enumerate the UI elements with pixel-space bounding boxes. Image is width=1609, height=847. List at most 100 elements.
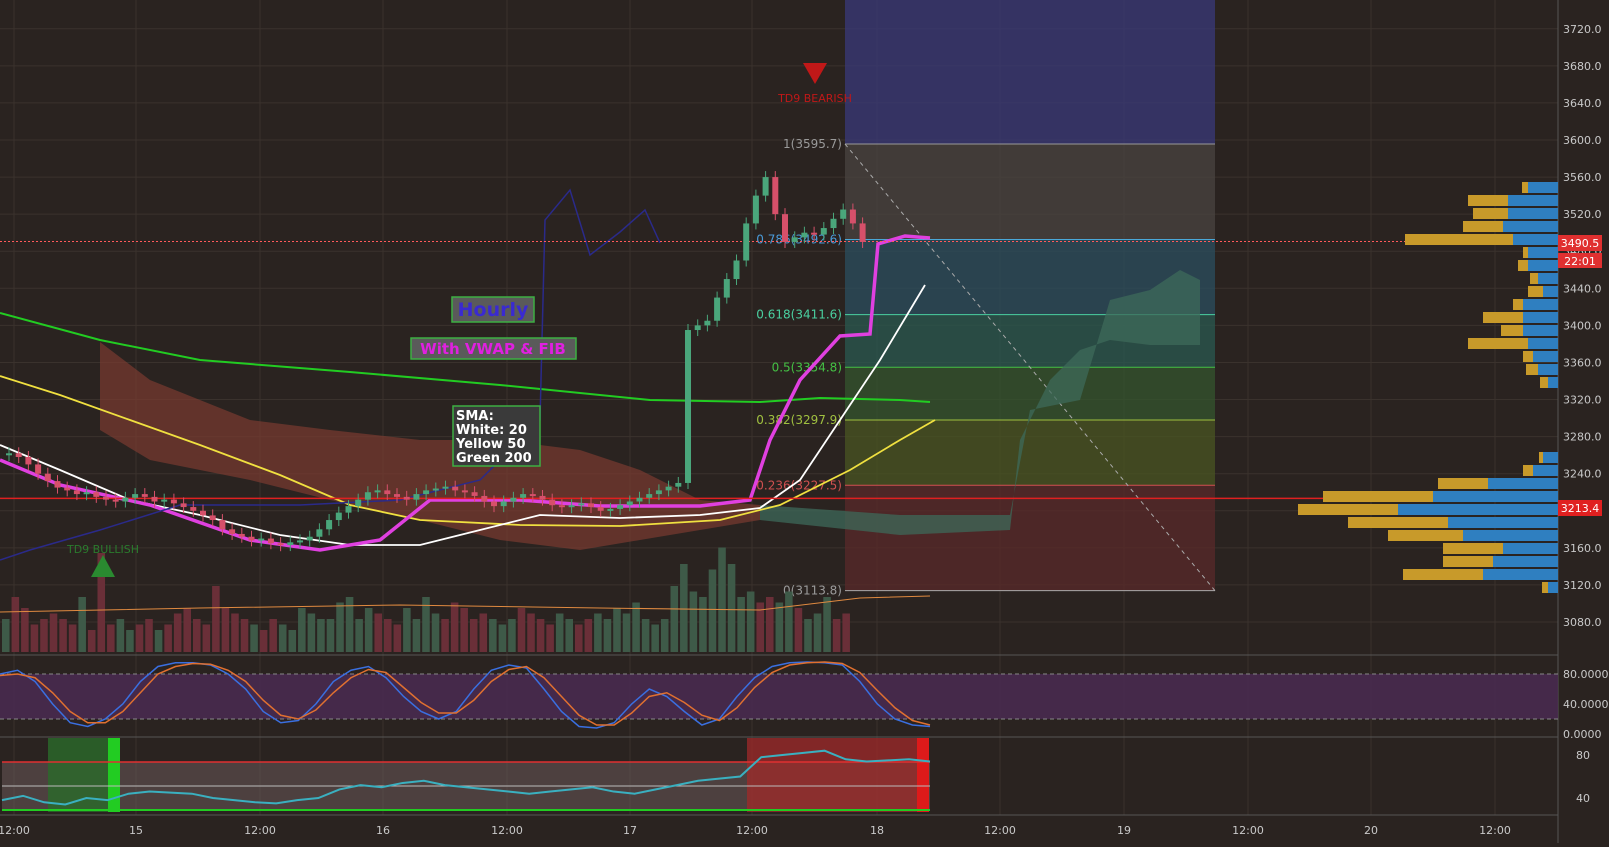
candle-body bbox=[64, 487, 71, 491]
volume-bar bbox=[670, 586, 679, 652]
candle-body bbox=[762, 177, 769, 196]
rsi-line bbox=[1, 749, 931, 806]
vp-bar-gold bbox=[1540, 377, 1548, 388]
volume-bar bbox=[221, 608, 230, 652]
candle-body bbox=[510, 497, 517, 502]
vp-bar-gold bbox=[1388, 530, 1463, 541]
sma-200-line bbox=[0, 312, 931, 404]
time-tick-label: 12:00 bbox=[491, 824, 523, 837]
candle-body bbox=[626, 501, 633, 506]
fib-level-label: 0.236(3227.5) bbox=[756, 478, 842, 492]
vp-bar-gold bbox=[1522, 182, 1528, 193]
candle-body bbox=[44, 473, 51, 482]
volume-bar bbox=[154, 630, 163, 652]
volume-bar bbox=[126, 630, 134, 652]
stoch-tick-label: 0.0000 bbox=[1563, 728, 1602, 741]
candle-body bbox=[791, 237, 798, 242]
candle-body bbox=[529, 494, 536, 497]
vp-bar-gold bbox=[1523, 351, 1533, 362]
candle-body bbox=[219, 520, 226, 530]
fib-retracement[interactable]: 1(3595.7) 0.786(3492.6) 0.618(3411.6) 0.5(3… bbox=[756, 0, 1216, 598]
price-axis[interactable]: 3080.03120.03160.03200.03240.03280.03320… bbox=[1563, 23, 1602, 629]
fib-band bbox=[845, 485, 1215, 591]
candle-body bbox=[335, 512, 342, 521]
fib-level-label: 0(3113.8) bbox=[783, 584, 842, 598]
hourly-label: Hourly bbox=[458, 299, 529, 321]
candle-body bbox=[297, 540, 303, 543]
rsi-panel: 80 40 bbox=[0, 736, 1590, 812]
volume-bar bbox=[173, 613, 182, 652]
candle-body bbox=[500, 501, 507, 507]
volume-bar bbox=[584, 619, 593, 652]
stoch-d-line bbox=[0, 661, 931, 726]
candle-body bbox=[35, 464, 42, 474]
candle-body bbox=[403, 496, 410, 500]
volume-bar bbox=[651, 624, 659, 652]
candle-body bbox=[704, 320, 711, 326]
time-tick-label: 18 bbox=[870, 824, 884, 837]
volume-bar bbox=[202, 624, 211, 652]
volume-ma-line bbox=[0, 595, 931, 613]
candle-body bbox=[258, 538, 265, 541]
volume-bar bbox=[269, 619, 277, 652]
vp-bar-blue bbox=[1448, 517, 1558, 528]
vp-bar-blue bbox=[1523, 312, 1558, 323]
candle-body bbox=[6, 453, 12, 456]
candle-body bbox=[248, 536, 255, 541]
volume-bar bbox=[59, 619, 67, 652]
vp-bar-blue bbox=[1538, 364, 1558, 375]
candle-body bbox=[607, 508, 614, 511]
volume-bar bbox=[527, 613, 535, 652]
time-axis[interactable]: 12:00 15 12:00 16 12:00 17 12:00 18 12:00 19 12:00… bbox=[0, 824, 1511, 837]
time-tick-label: 12:00 bbox=[1479, 824, 1511, 837]
volume-bar bbox=[364, 608, 373, 652]
price-tick-label: 3440.0 bbox=[1563, 282, 1602, 295]
volume-bar bbox=[107, 624, 115, 652]
volume-bar bbox=[641, 619, 650, 652]
candle-body bbox=[394, 494, 400, 497]
candle-body bbox=[481, 495, 488, 502]
time-tick-label: 12:00 bbox=[984, 824, 1016, 837]
volume-bar bbox=[508, 619, 516, 652]
candle-body bbox=[413, 494, 420, 500]
volume-bar bbox=[278, 624, 287, 652]
candle-body bbox=[714, 297, 721, 321]
vp-bar-gold bbox=[1443, 543, 1503, 554]
rsi-overbought-marker bbox=[917, 738, 929, 812]
vp-bar-blue bbox=[1513, 234, 1558, 245]
volume-bar bbox=[536, 619, 545, 652]
candle-body bbox=[151, 496, 158, 502]
candle-body bbox=[112, 499, 119, 502]
vwap-fib-label: With VWAP & FIB bbox=[420, 340, 566, 358]
candle-body bbox=[170, 499, 177, 504]
candle-body bbox=[161, 499, 168, 502]
vp-bar-blue bbox=[1503, 543, 1558, 554]
candle-body bbox=[782, 214, 788, 242]
last-price-tag-bg bbox=[1558, 235, 1602, 251]
volume-bar bbox=[718, 547, 726, 652]
price-tick-label: 3680.0 bbox=[1563, 60, 1602, 73]
vwap-fib-box bbox=[410, 337, 577, 360]
candle-body bbox=[830, 218, 837, 229]
volume-bar bbox=[78, 597, 86, 652]
time-tick-label: 16 bbox=[376, 824, 390, 837]
candle-body bbox=[316, 529, 323, 537]
vp-bar-blue bbox=[1433, 491, 1558, 502]
fib-level-label: 1(3595.7) bbox=[783, 137, 842, 151]
volume-bar bbox=[479, 613, 488, 652]
countdown-tag: 22:01 bbox=[1564, 255, 1596, 268]
volume-bar bbox=[469, 619, 478, 652]
rsi-tick-label: 80 bbox=[1576, 749, 1590, 762]
annotations: TD9 BEARISH TD9 BULLISH Hourly With VWAP… bbox=[66, 63, 852, 577]
volume-bar bbox=[775, 602, 784, 652]
volume-bar bbox=[756, 602, 764, 652]
candle-body bbox=[83, 492, 90, 495]
volume-bar bbox=[441, 619, 449, 652]
price-tags: 3490.5 22:01 3213.4 bbox=[1558, 235, 1602, 516]
candle-body bbox=[675, 482, 682, 487]
fib-level-label: 0.786(3492.6) bbox=[756, 233, 842, 247]
fib-level-label: 0.5(3354.8) bbox=[772, 360, 842, 374]
price-tick-label: 3120.0 bbox=[1563, 579, 1602, 592]
volume-bar bbox=[785, 591, 793, 652]
